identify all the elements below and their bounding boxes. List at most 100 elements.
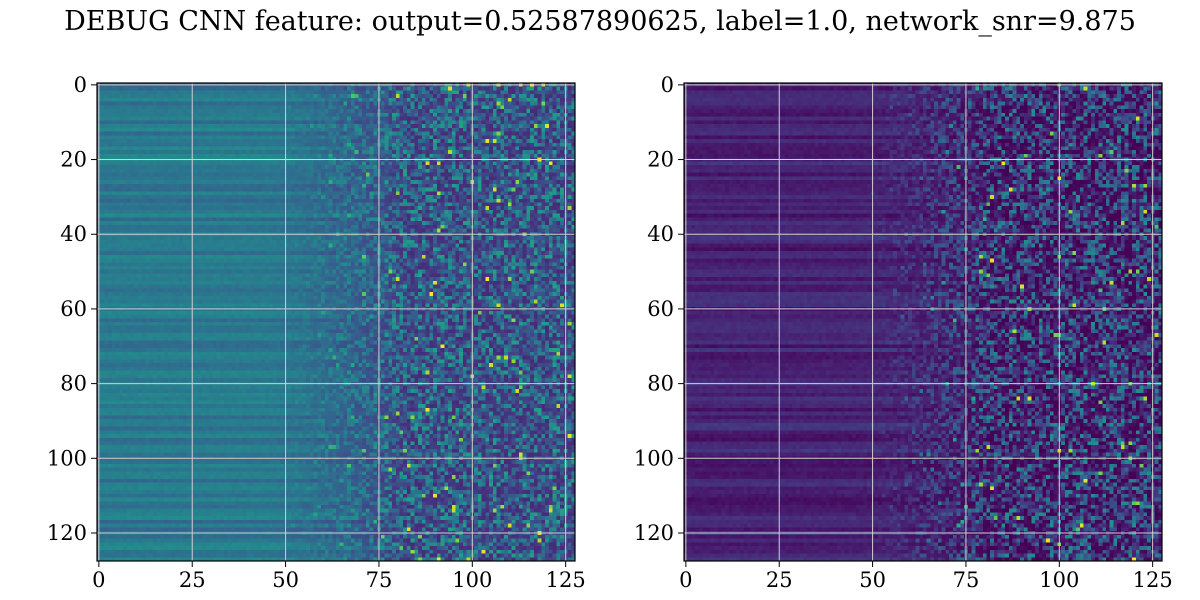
heatmap-cell (362, 195, 366, 199)
heatmap-cell (392, 154, 396, 158)
heatmap-cell (448, 135, 452, 139)
heatmap-cell (396, 161, 400, 165)
heatmap-cell (347, 203, 351, 207)
heatmap-cell (134, 199, 138, 203)
heatmap-cell (228, 102, 232, 106)
heatmap-cell (463, 173, 467, 177)
heatmap-cell (407, 195, 411, 199)
heatmap-cell (336, 161, 340, 165)
heatmap-cell (168, 180, 172, 184)
heatmap-cell (231, 132, 235, 136)
heatmap-cell (414, 139, 418, 143)
heatmap-cell (418, 206, 422, 210)
heatmap-cell (198, 217, 202, 221)
heatmap-cell (108, 229, 112, 233)
heatmap-cell (332, 139, 336, 143)
heatmap-cell (108, 150, 112, 154)
heatmap-cell (131, 206, 135, 210)
heatmap-cell (254, 132, 258, 136)
heatmap-cell (556, 113, 560, 117)
heatmap-cell (422, 176, 426, 180)
heatmap-cell (403, 146, 407, 150)
heatmap-cell (407, 102, 411, 106)
heatmap-cell (160, 221, 164, 225)
heatmap-cell (291, 98, 295, 102)
heatmap-cell (512, 221, 516, 225)
heatmap-cell (515, 146, 519, 150)
heatmap-cell (175, 143, 179, 147)
heatmap-cell (441, 139, 445, 143)
heatmap-cell (340, 154, 344, 158)
heatmap-cell (172, 161, 176, 165)
heatmap-cell (175, 102, 179, 106)
heatmap-cell (164, 132, 168, 136)
heatmap-cell (336, 135, 340, 139)
heatmap-cell (261, 117, 265, 121)
heatmap-cell (437, 169, 441, 173)
heatmap-cell (385, 225, 389, 229)
heatmap-cell (273, 203, 277, 207)
heatmap-cell (250, 109, 254, 113)
heatmap-cell (164, 169, 168, 173)
heatmap-cell (306, 98, 310, 102)
heatmap-cell (142, 169, 146, 173)
heatmap-cell (373, 135, 377, 139)
heatmap-cell (146, 132, 150, 136)
heatmap-cell (205, 161, 209, 165)
heatmap-cell (329, 135, 333, 139)
heatmap-cell (220, 154, 224, 158)
heatmap-cell (220, 214, 224, 218)
heatmap-cell (149, 210, 153, 214)
heatmap-cell (441, 150, 445, 154)
heatmap-cell (287, 161, 291, 165)
heatmap-cell (433, 98, 437, 102)
heatmap-cell (433, 221, 437, 225)
heatmap-cell (482, 188, 486, 192)
heatmap-cell (526, 128, 530, 132)
heatmap-cell (545, 184, 549, 188)
heatmap-cell (437, 184, 441, 188)
heatmap-cell (291, 102, 295, 106)
heatmap-cell (157, 165, 161, 169)
heatmap-cell (119, 94, 123, 98)
heatmap-cell (287, 98, 291, 102)
heatmap-cell (474, 150, 478, 154)
heatmap-cell (452, 195, 456, 199)
heatmap-cell (437, 150, 441, 154)
heatmap-cell (131, 120, 135, 124)
heatmap-cell (325, 124, 329, 128)
heatmap-cell (231, 199, 235, 203)
heatmap-cell (366, 146, 370, 150)
heatmap-cell (231, 206, 235, 210)
heatmap-cell (568, 117, 572, 121)
heatmap-cell (250, 191, 254, 195)
heatmap-cell (194, 135, 198, 139)
heatmap-cell (295, 113, 299, 117)
heatmap-cell (306, 161, 310, 165)
heatmap-cell (351, 203, 355, 207)
heatmap-cell (336, 109, 340, 113)
heatmap-cell (123, 102, 127, 106)
heatmap-cell (467, 184, 471, 188)
heatmap-cell (310, 173, 314, 177)
heatmap-cell (250, 214, 254, 218)
heatmap-cell (467, 217, 471, 221)
heatmap-cell (228, 124, 232, 128)
heatmap-cell (213, 94, 217, 98)
heatmap-cell (541, 184, 545, 188)
heatmap-cell (444, 217, 448, 221)
heatmap-cell (153, 161, 157, 165)
heatmap-cell (381, 188, 385, 192)
heatmap-cell (347, 117, 351, 121)
heatmap-cell (209, 210, 213, 214)
heatmap-cell (556, 109, 560, 113)
heatmap-cell (426, 98, 430, 102)
heatmap-cell (545, 105, 549, 109)
heatmap-cell (291, 124, 295, 128)
heatmap-cell (343, 94, 347, 98)
heatmap-cell (205, 135, 209, 139)
heatmap-cell (500, 169, 504, 173)
heatmap-cell (426, 225, 430, 229)
heatmap-cell (168, 120, 172, 124)
heatmap-cell (530, 109, 534, 113)
